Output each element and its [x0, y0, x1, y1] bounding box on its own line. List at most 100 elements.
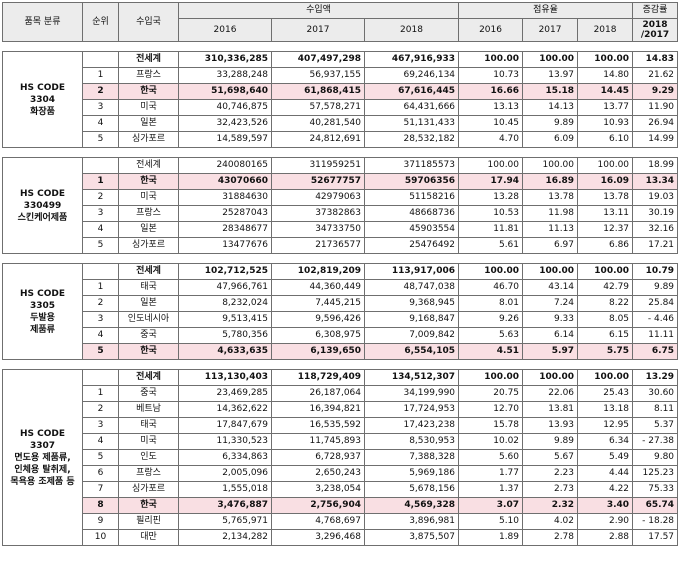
share-2016-cell: 5.10 [458, 513, 524, 530]
amount-2018-cell: 3,875,507 [363, 529, 460, 546]
amount-2016-cell: 14,362,622 [178, 401, 272, 418]
amount-2017-cell: 6,728,937 [271, 449, 365, 466]
share-2018-cell: 13.77 [577, 99, 634, 116]
growth-cell: 11.11 [632, 327, 679, 344]
share-2017-cell: 100.00 [522, 157, 579, 174]
country-cell: 전세계 [118, 369, 179, 386]
amount-2017-cell: 6,139,650 [271, 343, 365, 360]
amount-2018-cell: 28,532,182 [363, 131, 460, 148]
header-rank: 순위 [82, 2, 119, 42]
amount-2016-cell: 5,780,356 [178, 327, 272, 344]
amount-2016-cell: 33,288,248 [178, 67, 272, 84]
amount-2017-cell: 24,812,691 [271, 131, 365, 148]
amount-2017-cell: 11,745,893 [271, 433, 365, 450]
share-2017-cell: 5.67 [522, 449, 579, 466]
amount-2018-cell: 59706356 [363, 173, 460, 190]
growth-cell: 75.33 [632, 481, 679, 498]
amount-2016-cell: 102,712,525 [178, 263, 272, 280]
amount-2016-cell: 8,232,024 [178, 295, 272, 312]
growth-cell: 9.29 [632, 83, 679, 100]
amount-2018-cell: 6,554,105 [363, 343, 460, 360]
growth-cell: 10.79 [632, 263, 679, 280]
header-growth-sub: 2018 /2017 [632, 18, 679, 42]
share-2018-cell: 14.80 [577, 67, 634, 84]
rank-cell: 4 [82, 115, 119, 132]
amount-2017-cell: 6,308,975 [271, 327, 365, 344]
share-2018-cell: 6.15 [577, 327, 634, 344]
share-2018-cell: 12.37 [577, 221, 634, 238]
share-2018-cell: 8.05 [577, 311, 634, 328]
header-amount-2017: 2017 [271, 18, 365, 42]
amount-2017-cell: 57,578,271 [271, 99, 365, 116]
header-importer: 수입국 [118, 2, 179, 42]
amount-2017-cell: 3,296,468 [271, 529, 365, 546]
share-2018-cell: 8.22 [577, 295, 634, 312]
share-2016-cell: 100.00 [458, 157, 524, 174]
growth-cell: 19.03 [632, 189, 679, 206]
amount-2016-cell: 23,469,285 [178, 385, 272, 402]
share-2017-cell: 2.78 [522, 529, 579, 546]
rank-cell: 3 [82, 99, 119, 116]
growth-cell: - 27.38 [632, 433, 679, 450]
table-row: 1 중국 23,469,285 26,187,064 34,199,990 20.75 22… [3, 385, 679, 402]
share-2018-cell: 13.11 [577, 205, 634, 222]
country-cell: 일본 [118, 115, 179, 132]
growth-cell: 6.75 [632, 343, 679, 360]
growth-cell: 13.29 [632, 369, 679, 386]
share-2018-cell: 10.93 [577, 115, 634, 132]
share-2016-cell: 15.78 [458, 417, 524, 434]
category-cell: HS CODE 330499 스킨케어제품 [2, 157, 83, 254]
rank-cell: 2 [82, 83, 119, 100]
rank-cell: 4 [82, 433, 119, 450]
amount-2016-cell: 5,765,971 [178, 513, 272, 530]
share-2017-cell: 13.78 [522, 189, 579, 206]
share-2017-cell: 9.89 [522, 115, 579, 132]
amount-2016-cell: 4,633,635 [178, 343, 272, 360]
share-2016-cell: 100.00 [458, 51, 524, 68]
header-share-2016: 2016 [458, 18, 524, 42]
rank-cell: 3 [82, 311, 119, 328]
share-2018-cell: 6.10 [577, 131, 634, 148]
amount-2018-cell: 9,168,847 [363, 311, 460, 328]
rank-cell: 5 [82, 237, 119, 254]
table-row: 3 인도네시아 9,513,415 9,596,426 9,168,847 9.26 9.3… [3, 311, 679, 328]
header-import-amount: 수입액 [177, 2, 460, 19]
share-2016-cell: 10.02 [458, 433, 524, 450]
country-cell: 중국 [118, 327, 179, 344]
rank-cell [82, 157, 119, 174]
share-2017-cell: 100.00 [522, 369, 579, 386]
table-row: 6 프랑스 2,005,096 2,650,243 5,969,186 1.77 2.23 4… [3, 465, 679, 482]
growth-cell: 8.11 [632, 401, 679, 418]
growth-cell: 32.16 [632, 221, 679, 238]
share-2018-cell: 13.78 [577, 189, 634, 206]
table-row: 10 대만 2,134,282 3,296,468 3,875,507 1.89 2.78 2… [3, 529, 679, 546]
share-2017-cell: 100.00 [522, 263, 579, 280]
share-2018-cell: 100.00 [577, 263, 634, 280]
amount-2016-cell: 14,589,597 [178, 131, 272, 148]
group-spacer [2, 41, 678, 52]
table-row: HS CODE 3307 면도용 제품류, 인체용 탈취제, 목욕용 조제품 등 전세계 1… [2, 369, 679, 546]
country-cell: 일본 [118, 221, 179, 238]
rank-cell: 3 [82, 205, 119, 222]
amount-2016-cell: 3,476,887 [178, 497, 272, 514]
share-2018-cell: 6.34 [577, 433, 634, 450]
country-cell: 미국 [118, 189, 179, 206]
amount-2018-cell: 34,199,990 [363, 385, 460, 402]
amount-2016-cell: 13477676 [178, 237, 272, 254]
amount-2017-cell: 52677757 [271, 173, 365, 190]
table-row: 2 베트남 14,362,622 16,394,821 17,724,953 12.70 1… [3, 401, 679, 418]
amount-2018-cell: 9,368,945 [363, 295, 460, 312]
share-2017-cell: 13.93 [522, 417, 579, 434]
rank-cell: 2 [82, 189, 119, 206]
table-row: 5 싱가포르 13477676 21736577 25476492 5.61 6.97 6.8… [3, 237, 679, 254]
amount-2018-cell: 7,388,328 [363, 449, 460, 466]
growth-cell: 25.84 [632, 295, 679, 312]
share-2018-cell: 2.88 [577, 529, 634, 546]
share-2016-cell: 8.01 [458, 295, 524, 312]
country-cell: 전세계 [118, 51, 179, 68]
share-2016-cell: 5.63 [458, 327, 524, 344]
growth-cell: 13.34 [632, 173, 679, 190]
share-2017-cell: 7.24 [522, 295, 579, 312]
table-row: 2 한국 51,698,640 61,868,415 67,616,445 16.66 15… [3, 83, 679, 100]
amount-2016-cell: 31884630 [178, 189, 272, 206]
